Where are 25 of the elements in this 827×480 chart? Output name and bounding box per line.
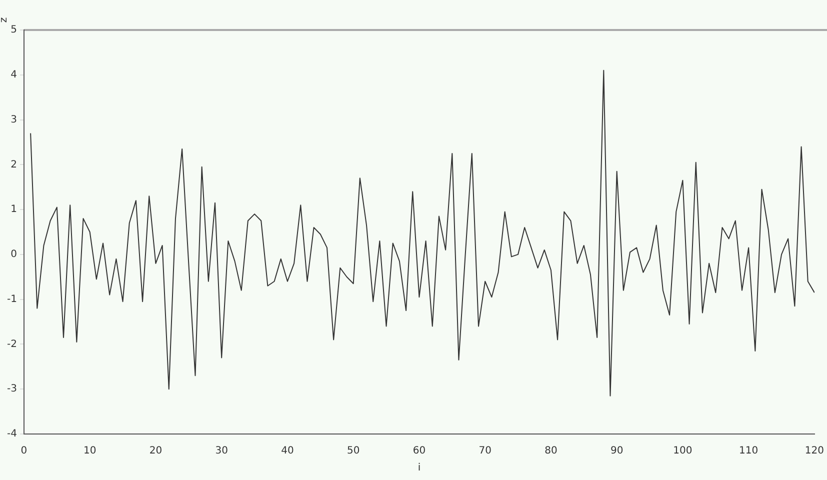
y-axis-title: z xyxy=(0,17,10,23)
x-tick-label: 70 xyxy=(478,446,492,457)
y-tick-label: -3 xyxy=(6,384,17,395)
x-tick-label: 20 xyxy=(149,446,162,457)
x-tick-label: 60 xyxy=(412,446,426,457)
x-axis-title: i xyxy=(418,462,421,474)
y-tick-label: -2 xyxy=(6,338,17,350)
x-tick-label: 0 xyxy=(20,446,28,457)
y-tick-label: 0 xyxy=(10,249,17,260)
x-tick-label: 90 xyxy=(610,446,624,457)
x-tick-label: 40 xyxy=(281,446,294,457)
y-tick-label: 3 xyxy=(10,114,17,126)
y-tick-label: 4 xyxy=(10,69,17,80)
x-tick-label: 120 xyxy=(804,446,824,457)
y-tick-label: 1 xyxy=(10,204,17,216)
y-tick-label: -4 xyxy=(6,428,17,440)
x-tick-label: 30 xyxy=(215,446,228,457)
x-tick-label: 100 xyxy=(673,446,692,457)
x-tick-label: 50 xyxy=(346,446,360,457)
x-tick-label: 110 xyxy=(739,446,758,457)
x-tick-label: 10 xyxy=(83,446,96,457)
y-tick-label: -1 xyxy=(6,294,17,305)
y-tick-label: 5 xyxy=(10,24,17,36)
y-tick-label: 2 xyxy=(10,159,17,170)
x-tick-label: 80 xyxy=(544,446,558,457)
